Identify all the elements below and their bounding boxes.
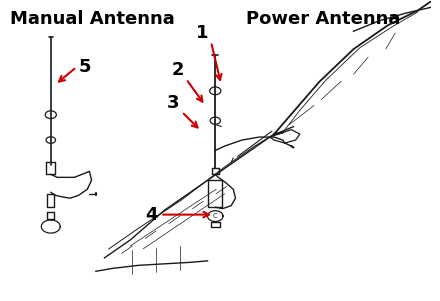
Text: Power Antenna: Power Antenna (246, 10, 400, 28)
Text: 2: 2 (171, 61, 184, 79)
Text: C: C (213, 213, 218, 219)
Text: 3: 3 (167, 94, 180, 112)
Text: 1: 1 (196, 24, 209, 42)
Text: Manual Antenna: Manual Antenna (10, 10, 175, 28)
Bar (209, 180, 222, 207)
Text: 5: 5 (79, 58, 92, 76)
Text: 4: 4 (146, 206, 158, 224)
